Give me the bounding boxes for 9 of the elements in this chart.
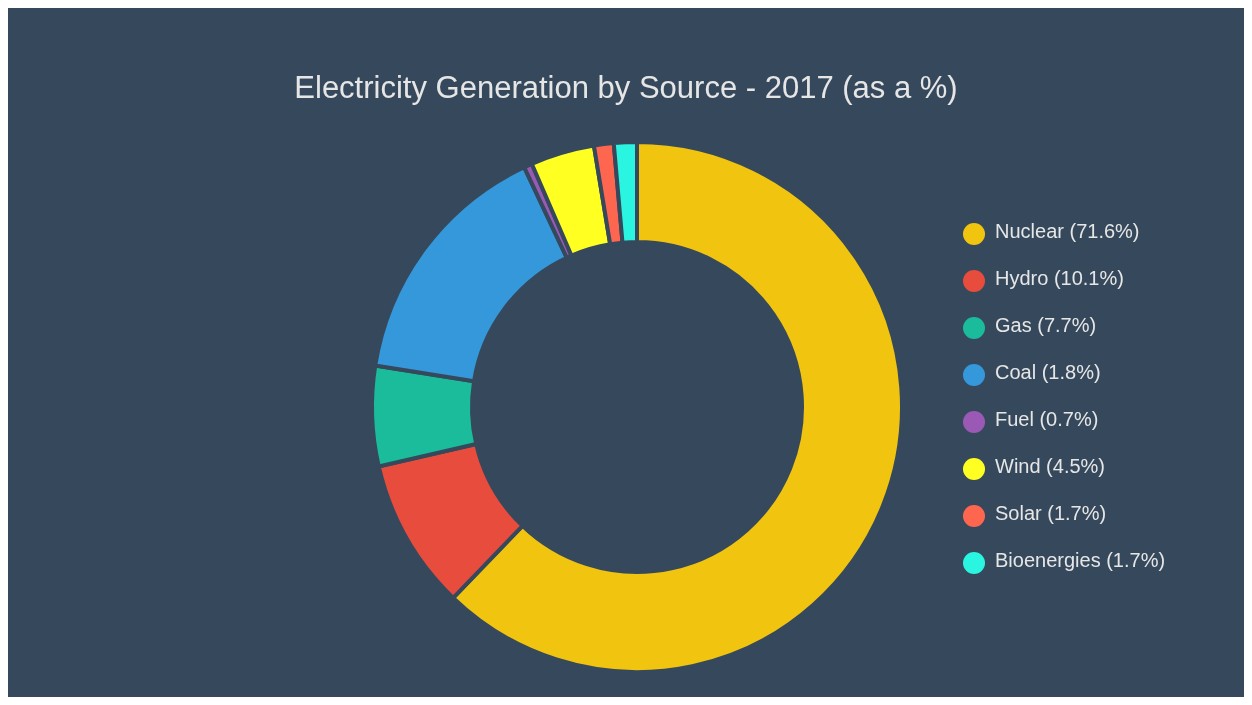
chart-title: Electricity Generation by Source - 2017 (as a %)	[293, 70, 959, 106]
legend-label: Bioenergies (1.7%)	[995, 549, 1166, 571]
legend-label: Fuel (0.7%)	[995, 408, 1099, 430]
legend-label: Solar (1.7%)	[995, 502, 1107, 524]
legend-label: Wind (4.5%)	[995, 455, 1106, 477]
legend-label: Coal (1.8%)	[995, 361, 1101, 383]
legend-label: Nuclear (71.6%)	[995, 220, 1140, 242]
legend-label: Gas (7.7%)	[995, 314, 1097, 336]
legend-label: Hydro (10.1%)	[995, 267, 1124, 289]
